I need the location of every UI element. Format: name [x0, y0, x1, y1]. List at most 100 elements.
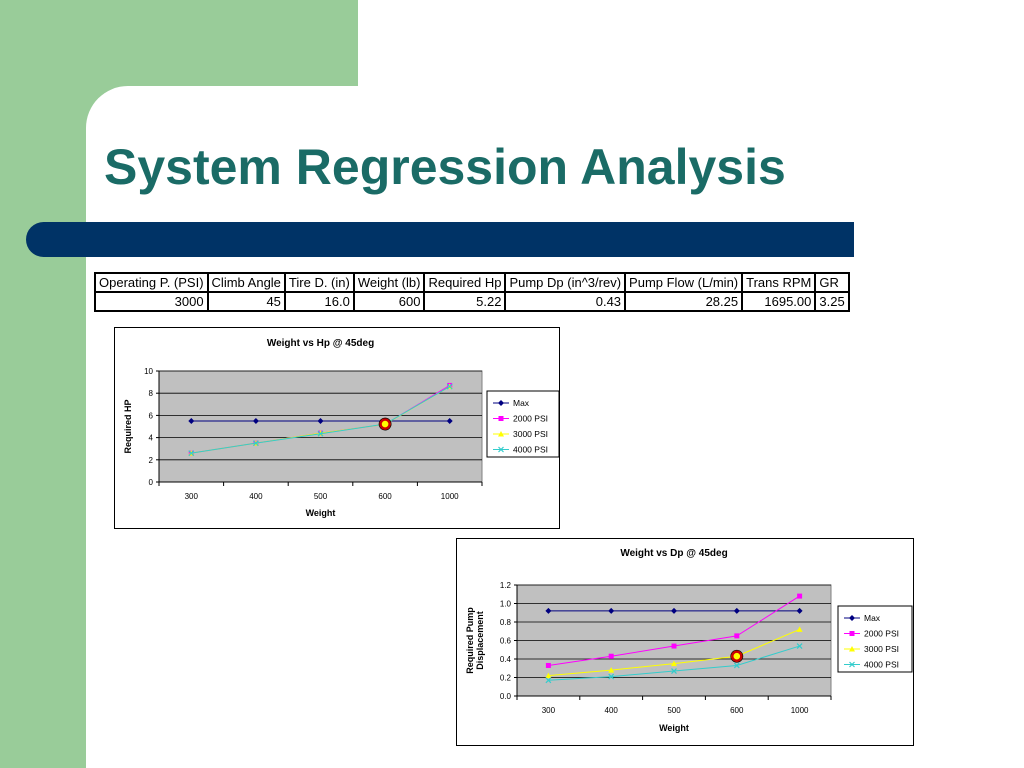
dp-y-axis-label-line1: Required Pump: [465, 607, 475, 674]
dp-legend-label: 3000 PSI: [864, 644, 899, 654]
dp-series-3: [545, 643, 803, 684]
hp-data-point: [252, 440, 259, 447]
dp-y-tick-label: 0.0: [500, 692, 512, 701]
cell-trans-rpm: 1695.00: [741, 291, 817, 312]
hp-data-point: [446, 417, 453, 424]
hp-x-tick-label: 300: [185, 492, 199, 501]
dp-x-axis-label: Weight: [659, 723, 689, 733]
dp-data-point: [608, 667, 615, 673]
cell-tire-diameter: 16.0: [283, 291, 355, 312]
header-pump-flow: Pump Flow (L/min): [624, 272, 744, 293]
dp-y-axis-label: Required PumpDisplacement: [465, 607, 485, 674]
dp-data-point: [796, 643, 803, 649]
dp-data-point: [734, 633, 740, 639]
cell-operating-pressure: 3000: [94, 291, 209, 312]
dp-data-point: [797, 593, 803, 599]
dp-legend: Max 2000 PSI 3000 PSI 4000 PSI: [837, 605, 913, 673]
background-green-strip: [0, 0, 86, 768]
hp-x-tick-label: 600: [378, 492, 392, 501]
dp-legend-label: 4000 PSI: [864, 660, 899, 670]
dp-y-axis-label-line2: Displacement: [475, 611, 485, 670]
dp-data-point: [608, 607, 615, 614]
dp-data-point: [796, 626, 803, 632]
hp-legend: Max 2000 PSI 3000 PSI 4000 PSI: [486, 390, 559, 458]
hp-y-axis-label: Required HP: [123, 399, 133, 453]
dp-data-point: [545, 607, 552, 614]
header-trans-rpm: Trans RPM: [741, 272, 817, 293]
hp-x-tick-label: 500: [314, 492, 328, 501]
dp-chart-title: Weight vs Dp @ 45deg: [620, 548, 727, 559]
hp-data-point: [188, 417, 195, 424]
dp-data-point: [733, 607, 740, 614]
hp-legend-marker: [498, 400, 504, 406]
dp-y-tick-label: 1.2: [500, 581, 512, 590]
dp-data-point: [671, 668, 677, 674]
parameters-table: Operating P. (PSI) Climb Angle Tire D. (…: [94, 272, 850, 312]
header-operating-pressure: Operating P. (PSI): [94, 272, 209, 293]
hp-legend-label: 4000 PSI: [513, 445, 548, 455]
dp-x-tick-label: 1000: [791, 706, 809, 715]
dp-data-point: [671, 643, 677, 649]
dp-highlight-ring: [731, 650, 743, 662]
dp-data-point: [545, 662, 551, 668]
dp-data-point: [796, 607, 803, 614]
dp-data-point: [671, 660, 677, 667]
hp-highlight-ring: [379, 418, 391, 430]
dp-legend-marker: [849, 661, 855, 668]
header-pump-dp: Pump Dp (in^3/rev): [504, 272, 627, 293]
background-white-top: [358, 0, 1024, 86]
dp-data-point: [733, 662, 740, 669]
dp-x-tick-label: 500: [667, 706, 681, 715]
hp-x-tick-label: 1000: [441, 492, 459, 501]
cell-required-hp: 5.22: [423, 291, 507, 312]
hp-data-point: [446, 383, 453, 390]
hp-legend-marker: [498, 431, 504, 437]
cell-gear-ratio: 3.25: [814, 291, 850, 312]
dp-y-tick-label: 0.4: [500, 655, 512, 664]
dp-y-tick-label: 0.8: [500, 618, 512, 627]
hp-y-tick-label: 8: [149, 389, 154, 398]
cell-pump-dp: 0.43: [504, 291, 627, 312]
hp-legend-marker: [498, 446, 504, 453]
title-underline-bar: [26, 222, 854, 257]
header-climb-angle: Climb Angle: [206, 272, 286, 293]
dp-legend-label: Max: [864, 613, 881, 623]
dp-data-point: [671, 607, 677, 614]
hp-chart-svg: Weight vs Hp @ 45deg 0 2 4 6 8 10 300 400 500 600 1…: [123, 338, 559, 518]
dp-series-0: [545, 607, 803, 614]
dp-x-tick-label: 300: [542, 706, 556, 715]
hp-plot-area: [158, 370, 483, 483]
hp-legend-marker: [498, 416, 504, 421]
hp-x-tick-label: 400: [249, 492, 263, 501]
dp-chart: Weight vs Dp @ 45deg 0.0 0.2 0.4 0.6 0.8 1.0 1.…: [456, 538, 914, 746]
hp-data-point: [252, 417, 259, 424]
dp-legend-marker: [849, 631, 855, 636]
hp-legend-label: 3000 PSI: [513, 429, 548, 439]
hp-data-point: [317, 417, 324, 424]
hp-legend-label: 2000 PSI: [513, 414, 548, 424]
dp-data-point: [608, 653, 614, 659]
dp-x-tick-label: 400: [605, 706, 619, 715]
hp-chart: Weight vs Hp @ 45deg 0 2 4 6 8 10 300 400 500 600 1…: [114, 327, 560, 529]
header-gear-ratio: GR: [814, 272, 850, 293]
hp-y-tick-label: 10: [144, 367, 153, 376]
hp-y-tick-label: 6: [149, 411, 154, 420]
header-weight: Weight (lb): [352, 272, 426, 293]
cell-weight: 600: [352, 291, 426, 312]
hp-data-point: [188, 450, 195, 457]
header-tire-diameter: Tire D. (in): [283, 272, 355, 293]
cell-pump-flow: 28.25: [624, 291, 744, 312]
header-required-hp: Required Hp: [423, 272, 507, 293]
hp-y-tick-label: 2: [149, 456, 154, 465]
dp-data-point: [545, 672, 552, 679]
dp-y-tick-label: 0.2: [500, 674, 512, 683]
cell-climb-angle: 45: [206, 291, 286, 312]
dp-data-point: [545, 677, 552, 684]
table-row: 3000 45 16.0 600 5.22 0.43 28.25 1695.00…: [94, 291, 850, 312]
hp-y-tick-label: 0: [149, 478, 154, 487]
hp-y-tick-label: 4: [149, 434, 154, 443]
dp-legend-marker: [849, 615, 855, 621]
dp-legend-marker: [849, 646, 855, 652]
hp-x-axis-label: Weight: [306, 508, 336, 518]
dp-y-tick-label: 0.6: [500, 637, 512, 646]
